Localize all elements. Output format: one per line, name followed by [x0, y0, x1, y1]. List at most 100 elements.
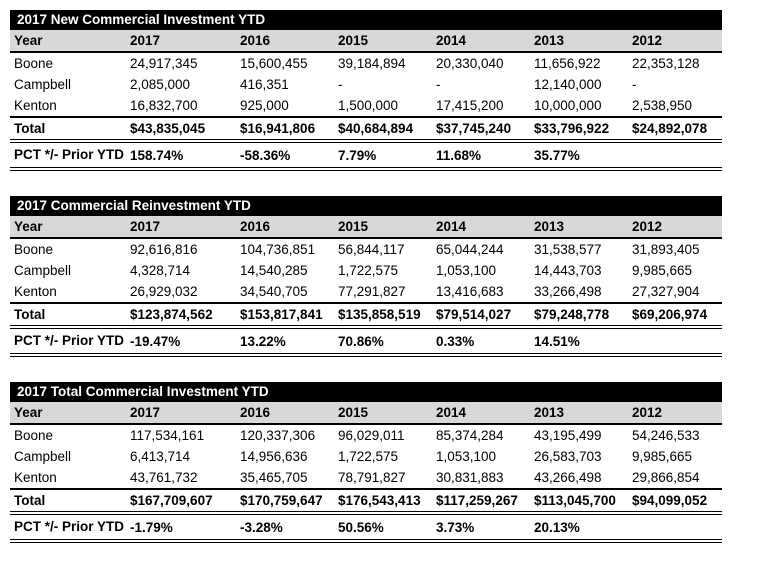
value-cell: 50.56% [338, 520, 384, 535]
column-header: 2012 [632, 405, 663, 420]
value-cell: - [436, 77, 441, 92]
value-cell: $94,099,052 [632, 493, 708, 508]
column-header: 2012 [632, 219, 663, 234]
column-header: 2015 [338, 219, 369, 234]
value-cell: -58.36% [240, 148, 291, 163]
value-cell: $79,248,778 [534, 307, 610, 322]
value-cell: 1,053,100 [436, 449, 497, 464]
column-header: 2015 [338, 33, 369, 48]
header-row: Year 2017 2016 2015 2014 2013 2012 [10, 216, 722, 238]
value-cell: 33,266,498 [534, 284, 602, 299]
pct-row: PCT */- Prior YTD 158.74% -58.36% 7.79% 11.6… [10, 141, 722, 169]
value-cell: $16,941,806 [240, 121, 316, 136]
data-row: Kenton 26,929,032 34,540,705 77,291,827 13,4… [10, 281, 722, 303]
commercial-reinvestment-table-section: 2017 Commercial Reinvestment YTD Year 201… [10, 196, 722, 357]
value-cell: 16,832,700 [130, 98, 198, 113]
data-row: Kenton 16,832,700 925,000 1,500,000 17,415,2… [10, 95, 722, 117]
data-row: Kenton 43,761,732 35,465,705 78,791,827 30,8… [10, 467, 722, 489]
table-title: 2017 New Commercial Investment YTD [10, 10, 722, 30]
total-row: Total $43,835,045 $16,941,806 $40,684,894 $3… [10, 117, 722, 141]
value-cell [628, 141, 722, 169]
value-cell: $24,892,078 [632, 121, 708, 136]
column-header: 2014 [436, 219, 467, 234]
value-cell: $33,796,922 [534, 121, 610, 136]
value-cell: - [632, 77, 637, 92]
value-cell: 0.33% [436, 334, 475, 349]
total-label: Total [14, 121, 46, 136]
value-cell: $37,745,240 [436, 121, 512, 136]
value-cell [628, 513, 722, 541]
data-row: Campbell 4,328,714 14,540,285 1,722,575 1,05… [10, 260, 722, 281]
value-cell: $43,835,045 [130, 121, 206, 136]
column-header: 2017 [130, 405, 161, 420]
year-column-header: Year [14, 219, 43, 234]
table-title: 2017 Total Commercial Investment YTD [10, 382, 722, 402]
column-header: 2017 [130, 33, 161, 48]
value-cell: -19.47% [130, 334, 181, 349]
value-cell: 20.13% [534, 520, 580, 535]
column-header: 2016 [240, 405, 271, 420]
value-cell: 7.79% [338, 148, 377, 163]
value-cell: 9,985,665 [632, 449, 693, 464]
value-cell: $113,045,700 [534, 493, 616, 508]
value-cell: 65,044,244 [436, 242, 504, 257]
value-cell: 30,831,883 [436, 470, 504, 485]
value-cell: 14,540,285 [240, 263, 308, 278]
value-cell: 13,416,683 [436, 284, 504, 299]
value-cell: $167,709,607 [130, 493, 213, 508]
data-row: Boone 92,616,816 104,736,851 56,844,117 65,0… [10, 238, 722, 260]
value-cell: 39,184,894 [338, 56, 406, 71]
value-cell: $170,759,647 [240, 493, 323, 508]
value-cell: 70.86% [338, 334, 384, 349]
value-cell: 77,291,827 [338, 284, 406, 299]
value-cell: 20,330,040 [436, 56, 504, 71]
county-label: Kenton [14, 284, 57, 299]
column-header: 2016 [240, 219, 271, 234]
value-cell: 925,000 [240, 98, 289, 113]
total-row: Total $167,709,607 $170,759,647 $176,543,41… [10, 489, 722, 513]
county-label: Campbell [14, 77, 72, 92]
value-cell: 14,956,636 [240, 449, 308, 464]
value-cell: 29,866,854 [632, 470, 700, 485]
value-cell: 14.51% [534, 334, 580, 349]
value-cell: 1,722,575 [338, 449, 399, 464]
value-cell: 6,413,714 [130, 449, 191, 464]
value-cell: 56,844,117 [338, 242, 405, 257]
value-cell: 158.74% [130, 148, 184, 163]
value-cell: 2,538,950 [632, 98, 693, 113]
data-row: Campbell 6,413,714 14,956,636 1,722,575 1,05… [10, 446, 722, 467]
header-row: Year 2017 2016 2015 2014 2013 2012 [10, 30, 722, 52]
county-label: Boone [14, 56, 54, 71]
value-cell: $176,543,413 [338, 493, 421, 508]
table-title: 2017 Commercial Reinvestment YTD [10, 196, 722, 216]
value-cell: $69,206,974 [632, 307, 708, 322]
county-label: Campbell [14, 449, 72, 464]
value-cell: 2,085,000 [130, 77, 191, 92]
new-commercial-investment-table-section: 2017 New Commercial Investment YTD Year 2… [10, 10, 722, 171]
value-cell: 43,195,499 [534, 428, 602, 443]
column-header: 2017 [130, 219, 161, 234]
value-cell: 17,415,200 [436, 98, 504, 113]
value-cell: - [338, 77, 343, 92]
value-cell: 416,351 [240, 77, 289, 92]
county-label: Kenton [14, 470, 57, 485]
value-cell: 54,246,533 [632, 428, 700, 443]
value-cell: 24,917,345 [130, 56, 198, 71]
value-cell: 10,000,000 [534, 98, 602, 113]
value-cell: 35,465,705 [240, 470, 308, 485]
pct-label: PCT */- Prior YTD [14, 519, 125, 534]
data-row: Boone 24,917,345 15,600,455 39,184,894 20,33… [10, 52, 722, 74]
value-cell: 34,540,705 [240, 284, 308, 299]
column-header: 2013 [534, 33, 565, 48]
value-cell: 43,761,732 [130, 470, 198, 485]
total-commercial-investment-table-section: 2017 Total Commercial Investment YTD Yea… [10, 382, 722, 543]
column-header: 2016 [240, 33, 271, 48]
data-row: Campbell 2,085,000 416,351 - - 12,140,000 - [10, 74, 722, 95]
pct-label: PCT */- Prior YTD [14, 333, 125, 348]
value-cell [628, 327, 722, 355]
value-cell: 9,985,665 [632, 263, 693, 278]
value-cell: 1,722,575 [338, 263, 399, 278]
column-header: 2014 [436, 405, 467, 420]
county-label: Boone [14, 242, 54, 257]
